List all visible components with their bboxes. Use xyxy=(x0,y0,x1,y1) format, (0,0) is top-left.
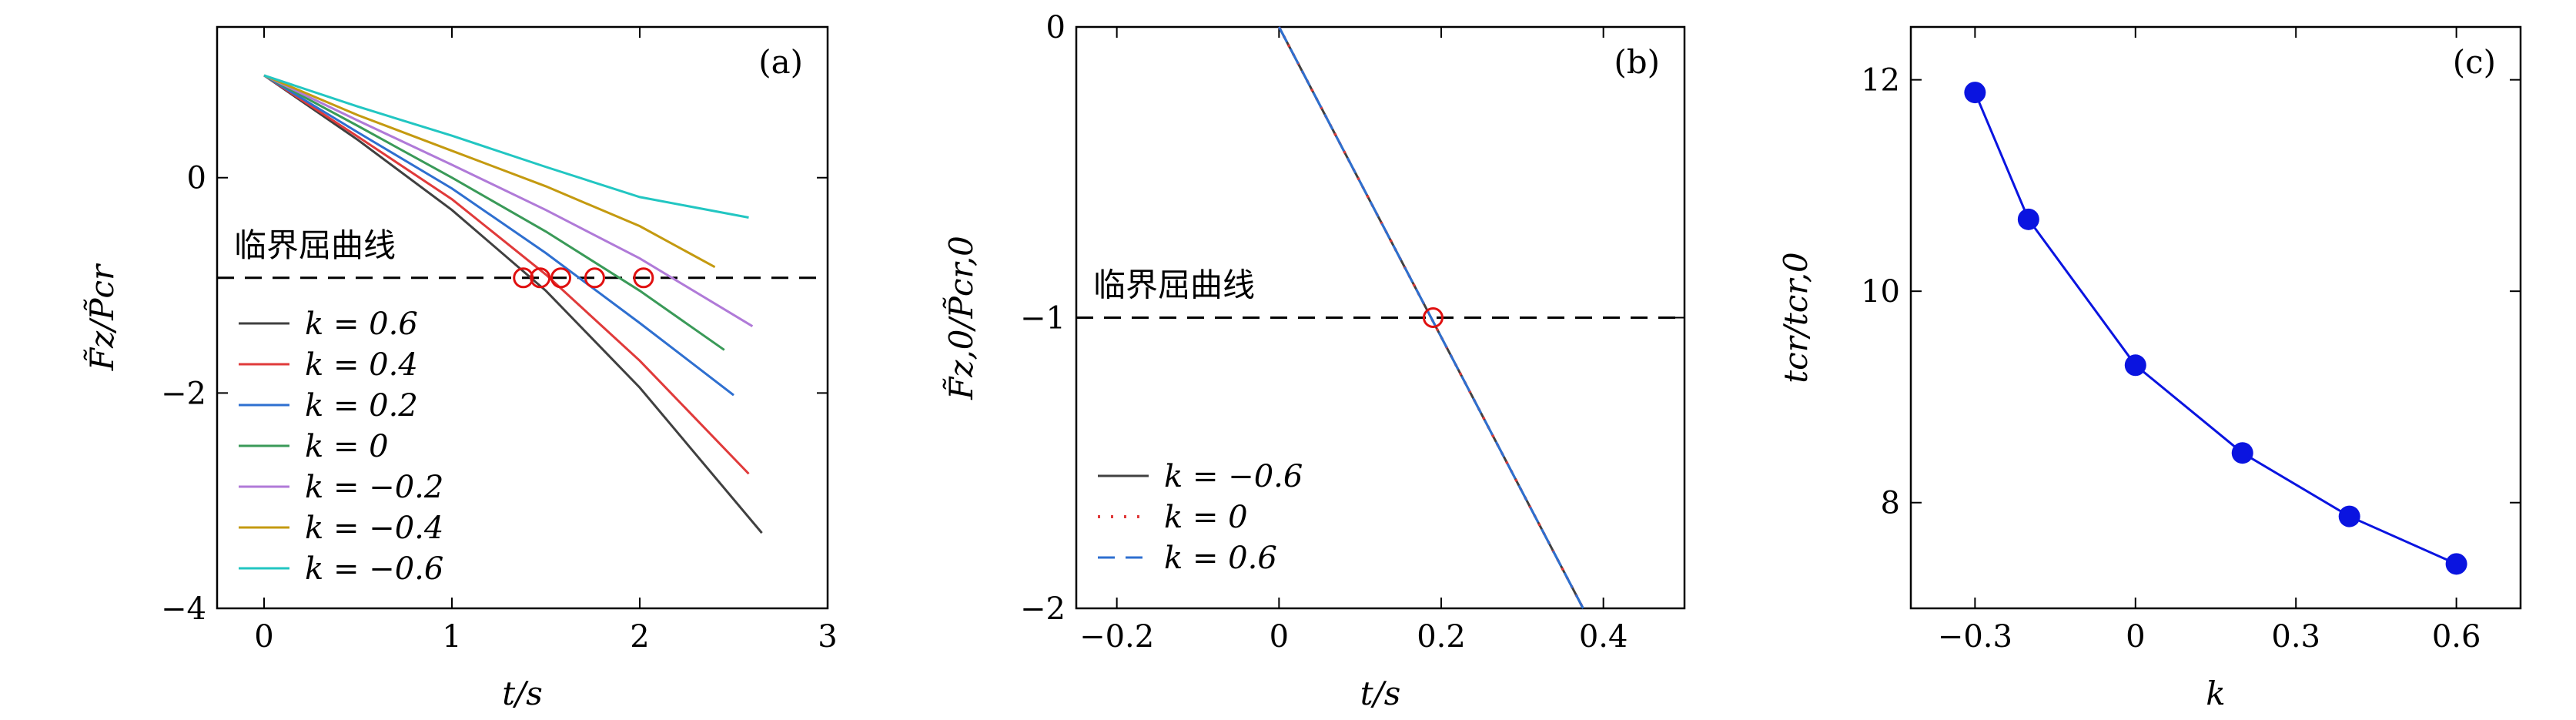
legend-label: k = −0.6 xyxy=(305,551,443,587)
y-tick-label: −1 xyxy=(1020,301,1066,337)
x-tick-label: 3 xyxy=(818,619,837,655)
x-tick-label: 0 xyxy=(2126,619,2145,655)
y-tick-label: 0 xyxy=(1046,10,1066,45)
panel-label: (b) xyxy=(1614,43,1660,81)
panel-label: (c) xyxy=(2453,43,2496,81)
x-tick-label: 0.3 xyxy=(2271,619,2320,655)
series-line-1 xyxy=(263,74,750,475)
legend-label: k = 0.4 xyxy=(305,347,418,383)
y-tick-label: 0 xyxy=(187,161,206,196)
x-tick-label: 1 xyxy=(442,619,461,655)
data-point xyxy=(2017,208,2039,230)
series-line-6 xyxy=(263,74,749,219)
buckling-point-marker xyxy=(1422,307,1444,328)
series-line-2 xyxy=(1278,26,1584,609)
y-tick-label: −4 xyxy=(161,591,206,627)
x-axis-label: t/s xyxy=(1360,675,1401,712)
x-tick-label: 0 xyxy=(1270,619,1289,655)
x-tick-label: 0 xyxy=(254,619,273,655)
x-tick-label: 0.6 xyxy=(2432,619,2481,655)
legend-label: k = −0.2 xyxy=(305,470,443,505)
series-line-5 xyxy=(263,74,716,269)
y-axis-label: F̃z,0/P̃cr,0 xyxy=(942,236,980,400)
legend-label: k = 0.6 xyxy=(1164,541,1277,576)
legend-label: k = 0.6 xyxy=(305,306,418,342)
y-tick-label: −2 xyxy=(1020,591,1066,627)
panel-b: −0.2 0 0.2 0.4 0 −1 −2 t/s F̃z,0/P̃cr,0 (b) 临界屈曲线 k… xyxy=(942,10,1686,712)
x-axis-label: t/s xyxy=(502,675,543,712)
x-tick-label: 0.2 xyxy=(1417,619,1466,655)
y-tick-label: 10 xyxy=(1861,274,1900,310)
buckling-point-marker xyxy=(550,267,572,289)
panel-label: (a) xyxy=(758,43,803,81)
y-tick-label: 8 xyxy=(1881,486,1900,521)
plot-frame xyxy=(216,25,829,610)
legend-label: k = −0.4 xyxy=(305,511,443,546)
legend-label: k = 0.2 xyxy=(305,388,418,424)
legend-label: k = 0 xyxy=(305,429,389,464)
x-axis-label: k xyxy=(2206,675,2225,712)
critical-buckling-label: 临界屈曲线 xyxy=(234,226,396,264)
buckling-point-marker xyxy=(584,267,605,289)
series-line-0 xyxy=(263,74,763,534)
data-point xyxy=(1964,82,1986,104)
series-line-0 xyxy=(1973,92,2457,565)
buckling-point-marker xyxy=(530,267,551,289)
x-tick-label: 0.4 xyxy=(1579,619,1628,655)
series-line-3 xyxy=(263,74,725,351)
legend-label: k = 0 xyxy=(1164,500,1248,535)
y-tick-label: −2 xyxy=(161,376,206,411)
y-axis-label: F̃z/P̃cr xyxy=(82,263,121,371)
data-point xyxy=(2124,354,2146,377)
data-point xyxy=(2445,553,2467,575)
panel-a: 0 1 2 3 0 −2 −4 t/s F̃z/P̃cr (a) 临界屈曲线 k = 0.6 k = 0… xyxy=(82,25,838,712)
y-axis-label: tcr/tcr,0 xyxy=(1777,252,1815,383)
legend-label: k = −0.6 xyxy=(1164,459,1303,494)
buckling-point-marker xyxy=(513,267,534,289)
series-line-4 xyxy=(263,74,754,327)
plot-frame xyxy=(1909,25,2522,610)
y-tick-label: 12 xyxy=(1861,63,1900,99)
data-point xyxy=(2231,442,2253,464)
x-tick-label: −0.2 xyxy=(1079,619,1154,655)
data-point xyxy=(2338,505,2360,527)
buckling-point-marker xyxy=(633,267,654,289)
panel-c: −0.3 0 0.3 0.6 8 10 12 k tcr/tcr,0 (c) xyxy=(1777,25,2522,712)
x-tick-label: −0.3 xyxy=(1938,619,2012,655)
critical-buckling-label: 临界屈曲线 xyxy=(1093,266,1255,304)
x-tick-label: 2 xyxy=(630,619,649,655)
series-line-2 xyxy=(263,74,734,397)
